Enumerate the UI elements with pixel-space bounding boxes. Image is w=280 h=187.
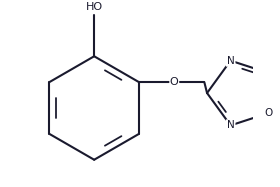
Text: N: N <box>227 56 234 66</box>
Text: N: N <box>227 120 234 130</box>
Text: O: O <box>170 77 178 87</box>
Text: O: O <box>265 108 273 118</box>
Text: HO: HO <box>86 2 103 12</box>
